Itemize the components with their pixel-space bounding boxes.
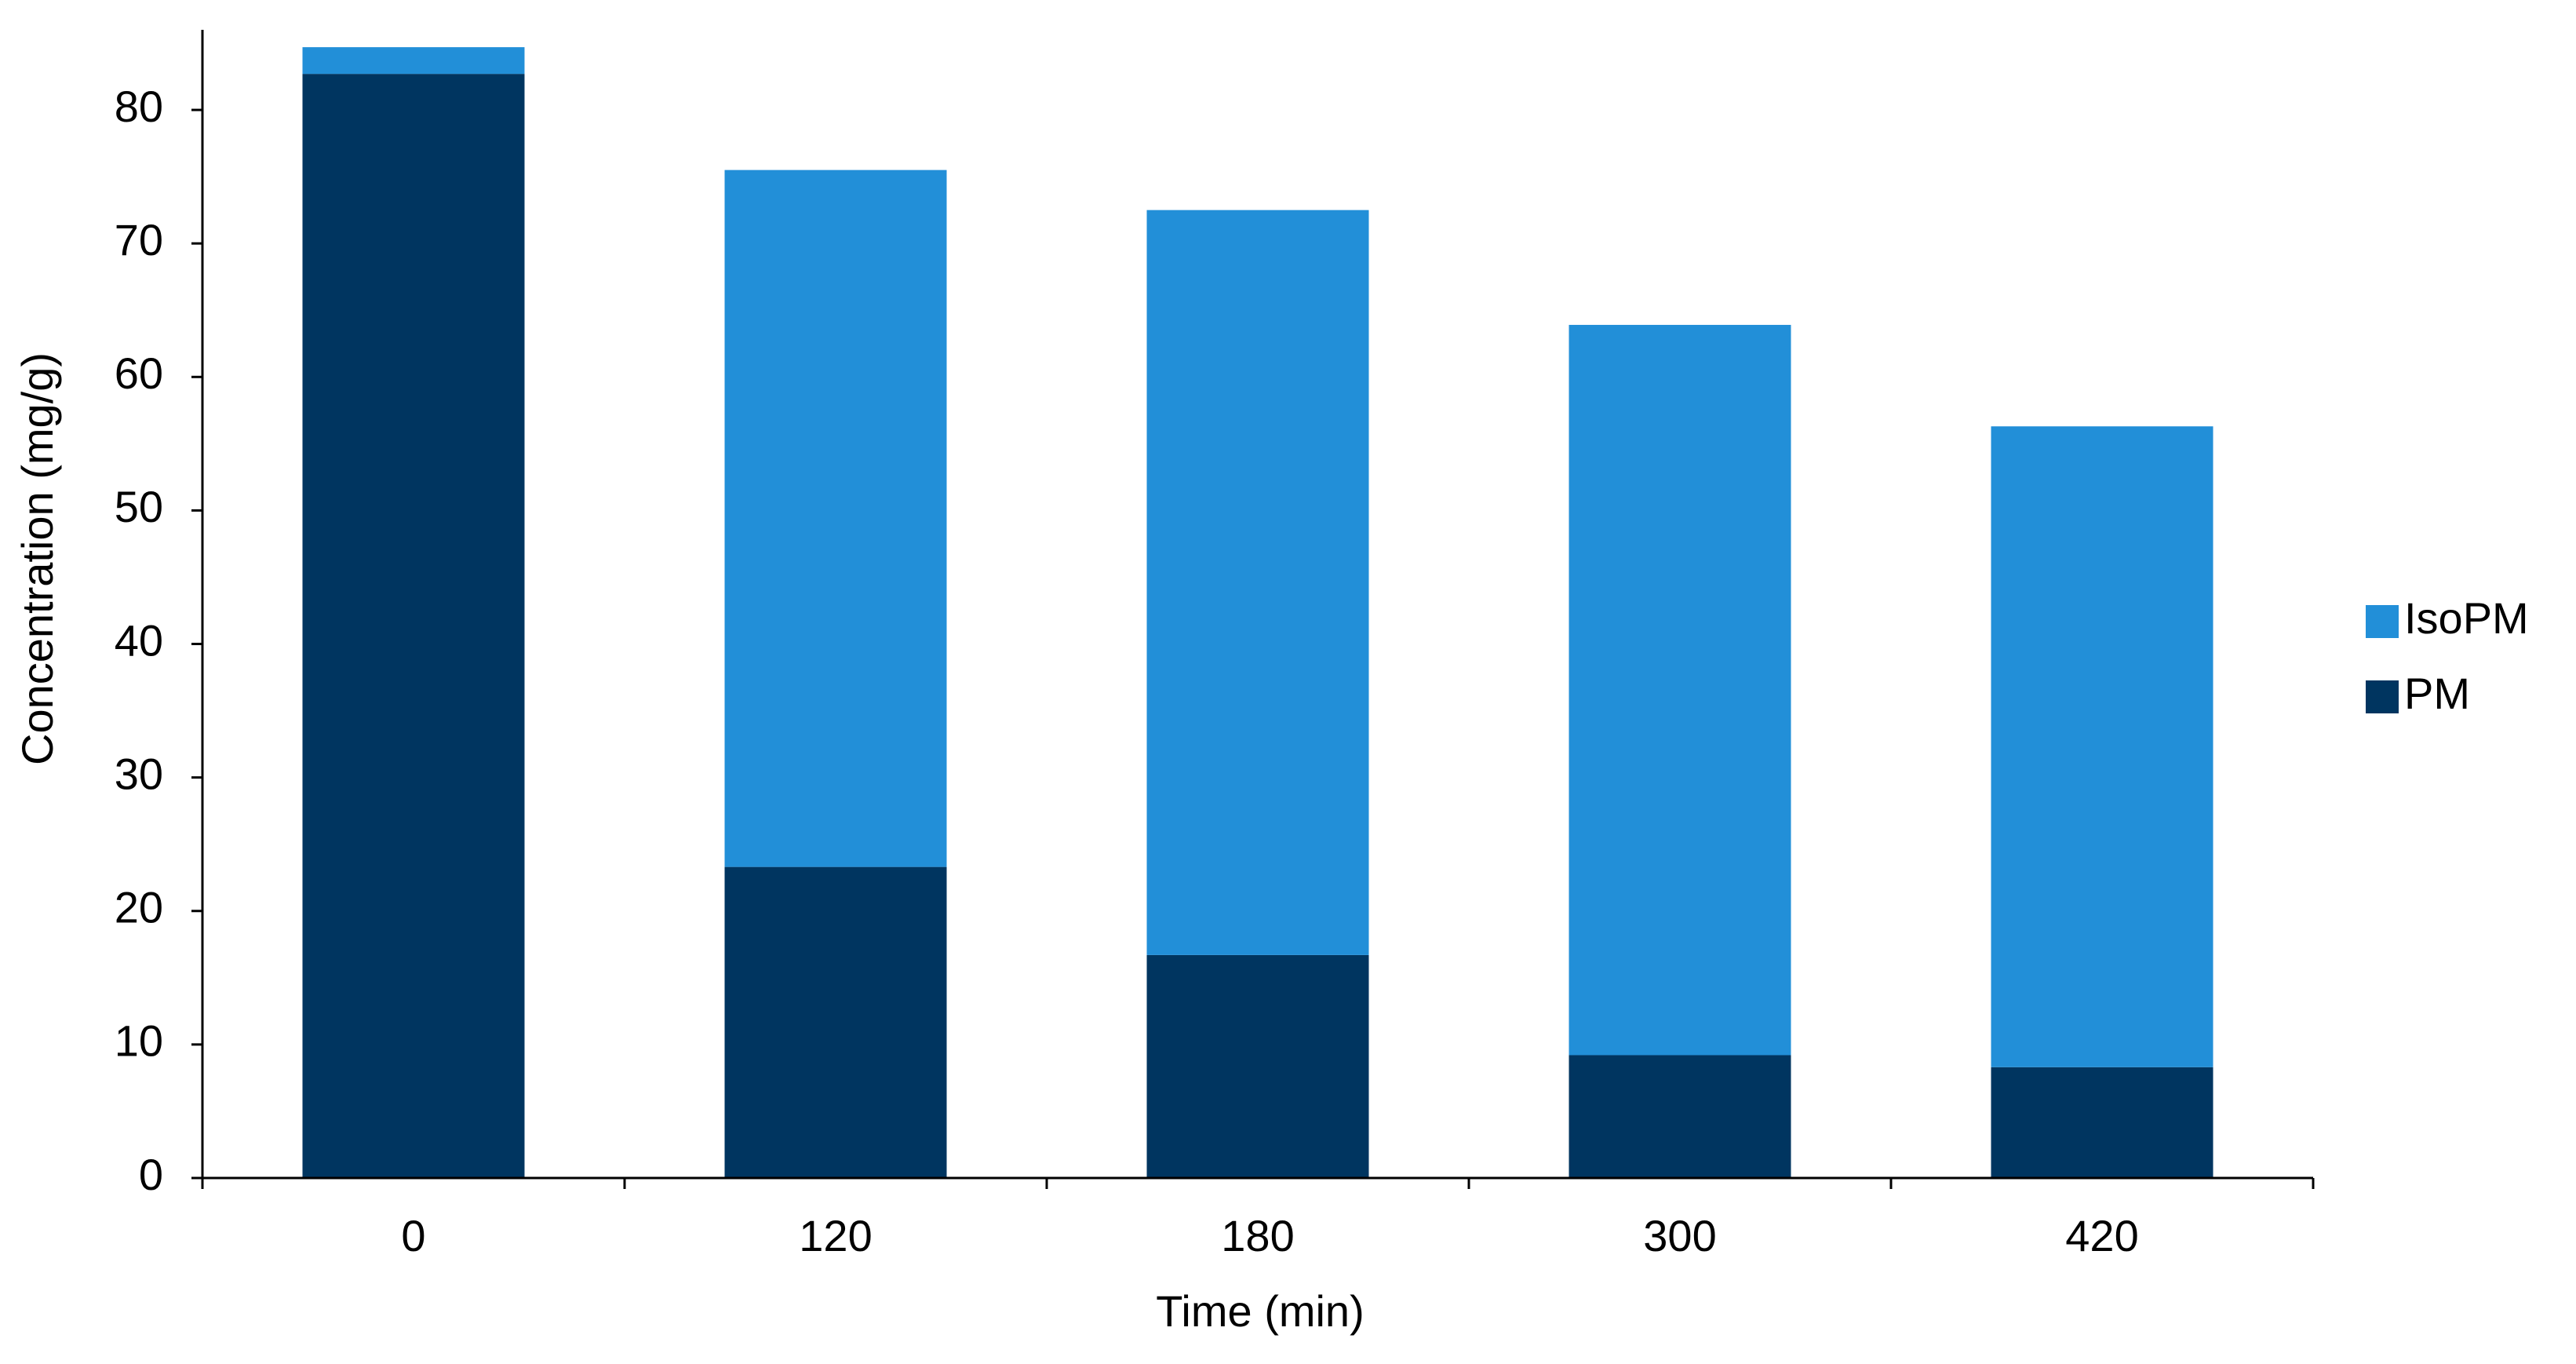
bar-segment [1569,324,1791,1056]
x-axis-label: Time (min) [1156,1286,1364,1336]
bar-segment [1991,426,2213,1067]
y-tick-label: 60 [115,348,163,398]
y-axis-label: Concentration (mg/g) [13,352,62,765]
bar-segment [724,866,947,1178]
legend-swatch [2366,605,2399,638]
x-tick-label: 180 [1221,1211,1294,1260]
legend-label: PM [2404,669,2470,718]
y-tick-label: 0 [139,1150,163,1199]
legend-label: IsoPM [2404,593,2529,643]
bar-segment [302,47,525,75]
y-tick-label: 30 [115,749,163,798]
bar-segment [1569,1055,1791,1178]
x-tick-label: 0 [401,1211,425,1260]
bar-segment [1146,954,1369,1178]
bar-segment [302,74,525,1178]
y-tick-label: 70 [115,215,163,264]
x-tick-label: 420 [2065,1211,2138,1260]
legend-swatch [2366,680,2399,713]
x-tick-label: 300 [1643,1211,1716,1260]
bar-segment [1991,1067,2213,1178]
y-tick-label: 50 [115,482,163,531]
y-tick-label: 40 [115,615,163,665]
y-tick-label: 10 [115,1016,163,1066]
y-tick-label: 20 [115,883,163,932]
bar-segment [724,170,947,867]
y-tick-label: 80 [115,82,163,131]
x-tick-label: 120 [799,1211,872,1260]
bar-segment [1146,210,1369,955]
